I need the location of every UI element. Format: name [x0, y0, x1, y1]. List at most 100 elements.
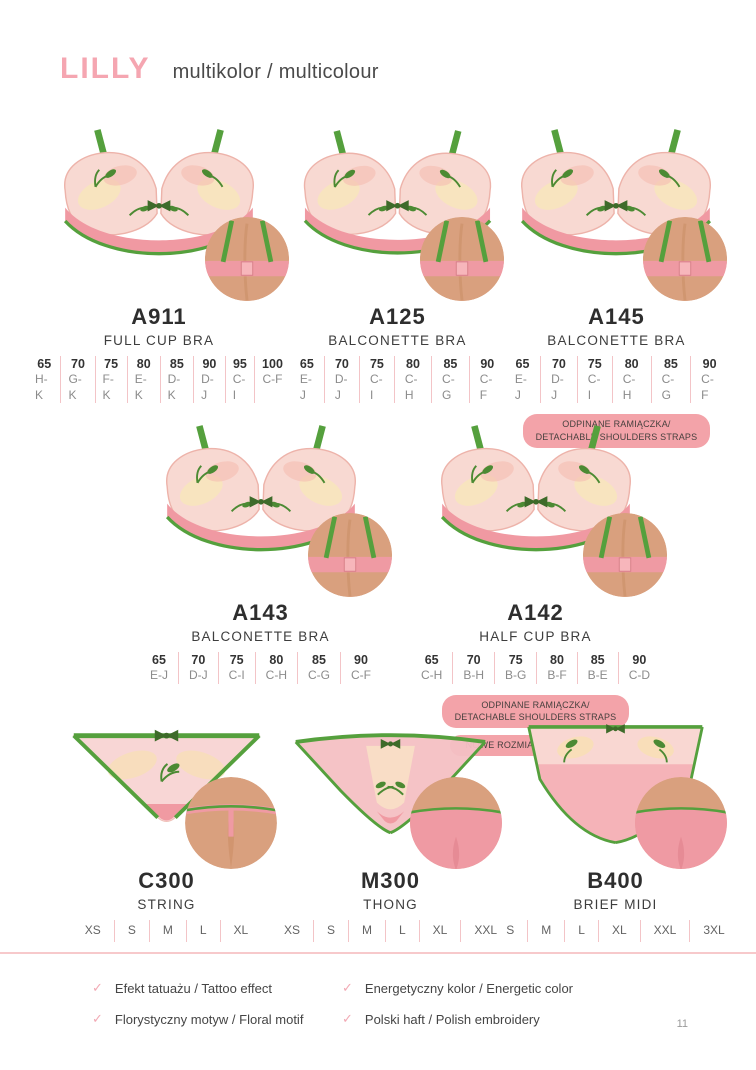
size-column: 75 C-I [360, 356, 395, 404]
size-column: 3XL [703, 923, 725, 937]
size-column: 80 C-H [613, 356, 652, 404]
size-column: 90 C-F [479, 357, 495, 402]
product-code: M300 [360, 868, 421, 893]
size-column: 90 C-F [351, 653, 371, 683]
feature-item: ✓ Florystyczny motyw / Floral motif [92, 1011, 342, 1027]
feature-item: ✓ Polski haft / Polish embroidery [342, 1011, 573, 1027]
product-type: FULL CUP BRA [103, 333, 215, 348]
size-column: M [349, 920, 386, 942]
product-row-1: A911 FULL CUP BRA 65 H-K 70 G-K 75 F-K 80 E-… [0, 126, 756, 448]
size-column: M [528, 920, 566, 942]
size-column: S [493, 920, 529, 942]
brief-back-view-icon [634, 776, 728, 870]
product-code: A142 [507, 600, 564, 625]
product-type: BALCONETTE BRA [547, 333, 686, 348]
product-photo [403, 422, 668, 584]
check-icon: ✓ [342, 980, 353, 995]
back-view-inset-photo [184, 776, 278, 870]
product-row-2: A143 BALCONETTE BRA 65 E-J 70 D-J 75 C-I 80… [128, 422, 756, 756]
bra-back-view-icon [642, 216, 728, 302]
feature-label: Efekt tatuażu / Tattoo effect [114, 980, 272, 996]
product-card-b400: B400 BRIEF MIDI S M L XL XXL 3XL [503, 712, 728, 942]
feature-item: ✓ Energetyczny kolor / Energetic color [342, 980, 573, 996]
size-table: 65 E-J 70 D-J 75 C-I 80 C-H 85 C-G 90 C-F [290, 356, 505, 404]
product-card-a911: A911 FULL CUP BRA 65 H-K 70 G-K 75 F-K 80 E-… [28, 126, 290, 448]
thong-back-view-icon [409, 776, 503, 870]
size-column: S [314, 920, 349, 942]
size-column: 80 C-H [256, 652, 298, 684]
size-column: XL [420, 920, 462, 942]
product-type: THONG [363, 897, 418, 912]
size-table: 65 E-J 70 D-J 75 C-I 80 C-H 85 C-G 90 C-F [505, 356, 728, 404]
product-photo [55, 712, 278, 852]
size-table: XS S M L XL XXL [271, 920, 510, 942]
page-header: LILLY multikolor / multicolour [60, 52, 379, 86]
size-column: 100 C-F [262, 357, 283, 387]
brand-title: LILLY [60, 52, 151, 85]
string-back-view-icon [184, 776, 278, 870]
size-table: 65 E-J 70 D-J 75 C-I 80 C-H 85 C-G 90 C-F [140, 652, 381, 684]
size-column: 65 E-J [290, 356, 325, 404]
product-code: A145 [588, 304, 645, 329]
size-column: XL [599, 920, 641, 942]
product-code: A143 [232, 600, 289, 625]
footer-divider [0, 952, 756, 954]
product-card-a142: A142 HALF CUP BRA 65 C-H 70 B-H 75 B-G 80 B-… [403, 422, 668, 756]
product-type: HALF CUP BRA [479, 629, 592, 644]
size-column: 70 G-K [61, 356, 96, 404]
size-column: 70 D-J [541, 356, 578, 404]
product-type: BALCONETTE BRA [191, 629, 330, 644]
size-column: XXL [474, 923, 498, 937]
size-column: 85 C-G [652, 356, 692, 404]
back-view-inset-photo [204, 216, 290, 302]
product-type: STRING [137, 897, 196, 912]
product-photo [505, 126, 728, 288]
product-card-a125: A125 BALCONETTE BRA 65 E-J 70 D-J 75 C-I 80… [290, 126, 505, 448]
size-column: 75 C-I [578, 356, 613, 404]
size-column: 80 B-F [537, 652, 578, 684]
bra-back-view-icon [307, 512, 393, 598]
size-column: 65 C-H [411, 652, 454, 684]
size-column: 85 D-K [161, 356, 195, 404]
feature-item: ✓ Efekt tatuażu / Tattoo effect [92, 980, 342, 996]
size-column: L [565, 920, 599, 942]
product-code: A911 [131, 304, 187, 329]
bra-back-view-icon [204, 216, 290, 302]
product-photo [503, 712, 728, 852]
size-column: 70 D-J [325, 356, 360, 404]
size-table: S M L XL XXL 3XL [493, 920, 737, 942]
back-view-inset-photo [409, 776, 503, 870]
back-view-inset-photo [419, 216, 505, 302]
product-type: BRIEF MIDI [573, 897, 658, 912]
back-view-inset-photo [582, 512, 668, 598]
size-column: 80 E-K [128, 356, 161, 404]
collection-subtitle: multikolor / multicolour [172, 61, 379, 83]
size-column: L [187, 920, 221, 942]
check-icon: ✓ [342, 1011, 353, 1026]
size-column: 70 B-H [453, 652, 495, 684]
size-column: 75 C-I [219, 652, 256, 684]
size-column: XL [233, 923, 249, 937]
detachable-straps-badge: ODPINANE RAMIĄCZKA/ DETACHABLE SHOULDERS… [522, 414, 711, 448]
size-column: 95 C-I [226, 356, 256, 404]
size-column: XXL [641, 920, 691, 942]
size-column: S [115, 920, 150, 942]
product-card-a145: A145 BALCONETTE BRA 65 E-J 70 D-J 75 C-I 80… [505, 126, 728, 448]
size-column: 80 C-H [395, 356, 433, 404]
size-column: 70 D-J [179, 652, 219, 684]
product-photo [128, 422, 393, 584]
back-view-inset-photo [307, 512, 393, 598]
feature-label: Energetyczny kolor / Energetic color [364, 980, 574, 996]
bra-back-view-icon [582, 512, 668, 598]
feature-label: Polski haft / Polish embroidery [364, 1011, 540, 1027]
size-column: 85 B-E [578, 652, 619, 684]
size-column: 65 H-K [28, 356, 62, 404]
size-column: 90 C-D [628, 653, 651, 683]
size-column: L [386, 920, 420, 942]
size-column: 90 D-J [194, 356, 226, 404]
product-photo [290, 126, 505, 288]
size-column: 90 C-F [701, 357, 717, 402]
page-number: 11 [676, 1018, 688, 1030]
back-view-inset-photo [634, 776, 728, 870]
